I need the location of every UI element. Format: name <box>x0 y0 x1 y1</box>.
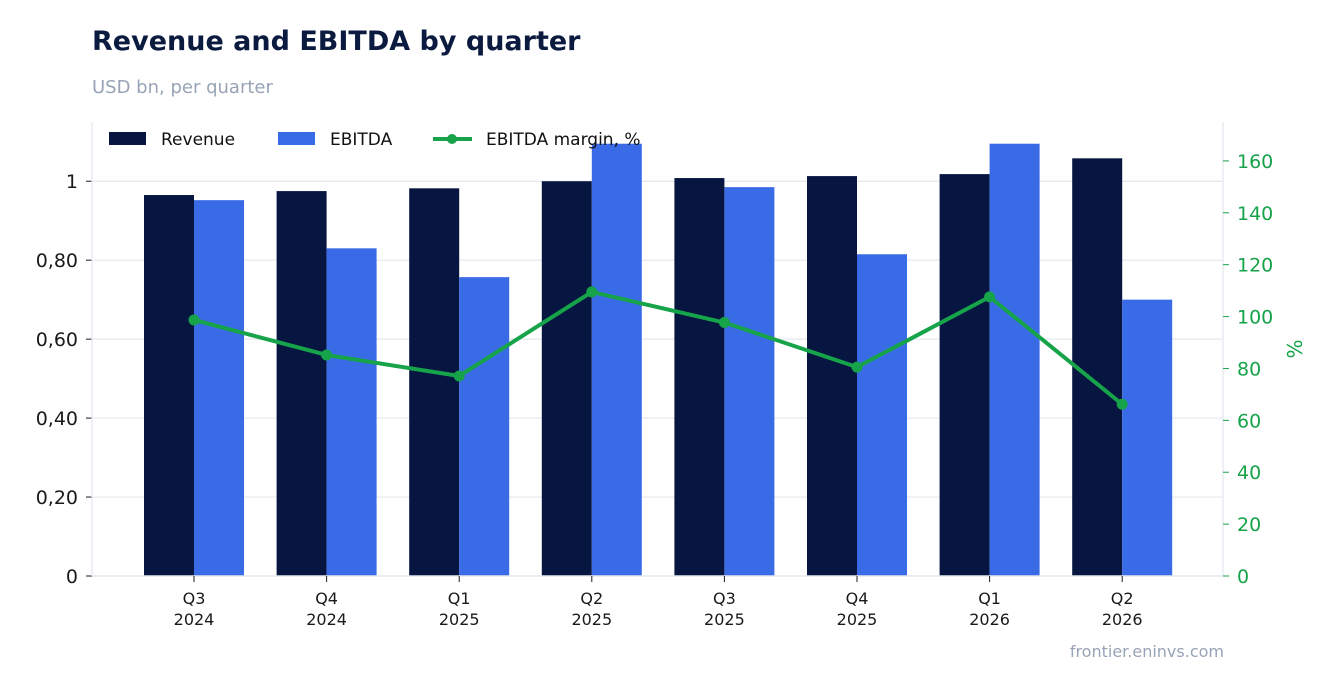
x-tick-label-year: 2025 <box>571 610 612 629</box>
margin-point <box>984 291 996 303</box>
x-tick-label-year: 2025 <box>837 610 878 629</box>
x-tick-label-quarter: Q4 <box>846 589 869 608</box>
ebitda-bar <box>1122 299 1173 576</box>
margin-line <box>188 286 1128 410</box>
chart-title: Revenue and EBITDA by quarter <box>92 26 581 57</box>
revenue-bar <box>807 176 857 577</box>
revenue-bar <box>276 191 327 576</box>
x-tick-label-year: 2026 <box>1102 610 1143 629</box>
x-tick-label-quarter: Q3 <box>713 589 736 608</box>
source-footer: frontier.eninvs.com <box>1069 642 1224 661</box>
revenue-bar <box>144 195 194 576</box>
y-right-axis-label: % <box>1283 339 1307 358</box>
margin-point <box>1116 398 1128 410</box>
x-tick-label-quarter: Q2 <box>580 589 603 608</box>
ebitda-bar <box>326 248 377 576</box>
revenue-bar <box>541 181 592 576</box>
y-left-tick-label: 0,40 <box>36 408 78 430</box>
y-right-tick-label: 20 <box>1237 514 1261 536</box>
x-tick-label-quarter: Q2 <box>1111 589 1134 608</box>
legend-swatch-ebitda <box>278 132 315 145</box>
margin-point <box>453 370 465 382</box>
ebitda-bar <box>194 200 244 576</box>
legend-swatch-margin-marker <box>447 134 457 144</box>
legend-label-margin: EBITDA margin, % <box>486 130 641 150</box>
ebitda-bar <box>724 187 775 576</box>
axes: 0 0,20 0,40 0,60 0,80 1 Q3 2024 Q4 2024 Q1 2025 Q2 20… <box>36 122 1307 629</box>
y-right-tick-label: 40 <box>1237 462 1261 484</box>
legend: Revenue EBITDA EBITDA margin, % <box>109 130 641 150</box>
legend-label-revenue: Revenue <box>161 130 235 150</box>
revenue-bar <box>1072 158 1123 576</box>
ebitda-bar <box>591 143 642 576</box>
y-left-tick-label: 0,60 <box>36 329 78 351</box>
margin-point <box>718 317 730 329</box>
legend-swatch-revenue <box>109 132 146 145</box>
margin-point <box>851 361 863 373</box>
bars <box>144 143 1173 577</box>
revenue-bar <box>409 188 460 576</box>
x-tick-label-year: 2024 <box>174 610 215 629</box>
margin-series-line <box>193 289 1124 406</box>
x-tick-label-year: 2024 <box>306 610 347 629</box>
x-tick-label-quarter: Q3 <box>183 589 206 608</box>
x-tick-label-quarter: Q1 <box>978 589 1001 608</box>
revenue-bar <box>674 178 725 576</box>
ebitda-bar <box>857 254 907 576</box>
y-right-tick-label: 100 <box>1237 307 1273 329</box>
ebitda-bar <box>459 277 510 576</box>
y-right-tick-label: 160 <box>1237 151 1273 173</box>
margin-point <box>188 314 200 326</box>
y-left-tick-label: 0 <box>66 566 78 588</box>
x-tick-label-year: 2025 <box>439 610 480 629</box>
x-tick-label-year: 2026 <box>969 610 1010 629</box>
x-tick-label-quarter: Q4 <box>315 589 338 608</box>
x-tick-label-quarter: Q1 <box>448 589 471 608</box>
y-left-tick-label: 0,80 <box>36 250 78 272</box>
revenue-bar <box>939 174 990 576</box>
y-right-tick-label: 120 <box>1237 255 1273 277</box>
chart-subtitle: USD bn, per quarter <box>92 77 273 98</box>
y-right-tick-label: 0 <box>1237 566 1249 588</box>
y-right-tick-label: 60 <box>1237 410 1261 432</box>
legend-label-ebitda: EBITDA <box>330 130 393 150</box>
y-right-tick-label: 80 <box>1237 358 1261 380</box>
y-left-tick-label: 1 <box>66 171 78 193</box>
y-left-tick-label: 0,20 <box>36 487 78 509</box>
margin-point <box>586 286 598 298</box>
x-tick-label-year: 2025 <box>704 610 745 629</box>
margin-point <box>321 349 333 361</box>
ebitda-bar <box>989 143 1040 576</box>
y-right-tick-label: 140 <box>1237 203 1273 225</box>
